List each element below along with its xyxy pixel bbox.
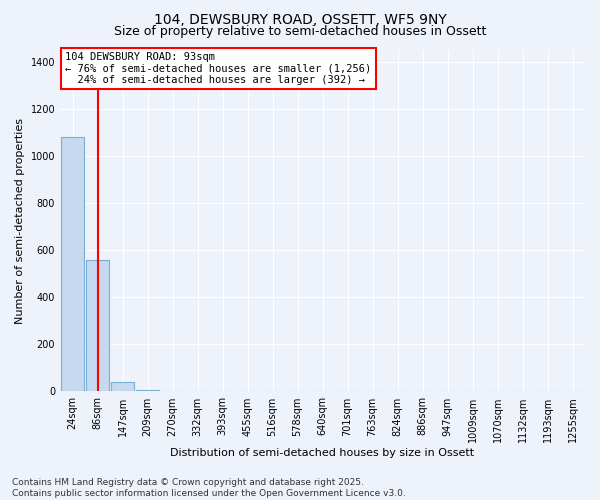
Bar	[136, 390, 159, 392]
Bar	[61, 137, 84, 392]
Text: Contains HM Land Registry data © Crown copyright and database right 2025.
Contai: Contains HM Land Registry data © Crown c…	[12, 478, 406, 498]
Text: 104, DEWSBURY ROAD, OSSETT, WF5 9NY: 104, DEWSBURY ROAD, OSSETT, WF5 9NY	[154, 12, 446, 26]
Y-axis label: Number of semi-detached properties: Number of semi-detached properties	[15, 118, 25, 324]
Text: 104 DEWSBURY ROAD: 93sqm
← 76% of semi-detached houses are smaller (1,256)
  24%: 104 DEWSBURY ROAD: 93sqm ← 76% of semi-d…	[65, 52, 371, 85]
X-axis label: Distribution of semi-detached houses by size in Ossett: Distribution of semi-detached houses by …	[170, 448, 475, 458]
Bar	[86, 260, 109, 392]
Text: Size of property relative to semi-detached houses in Ossett: Size of property relative to semi-detach…	[114, 25, 486, 38]
Bar	[111, 382, 134, 392]
